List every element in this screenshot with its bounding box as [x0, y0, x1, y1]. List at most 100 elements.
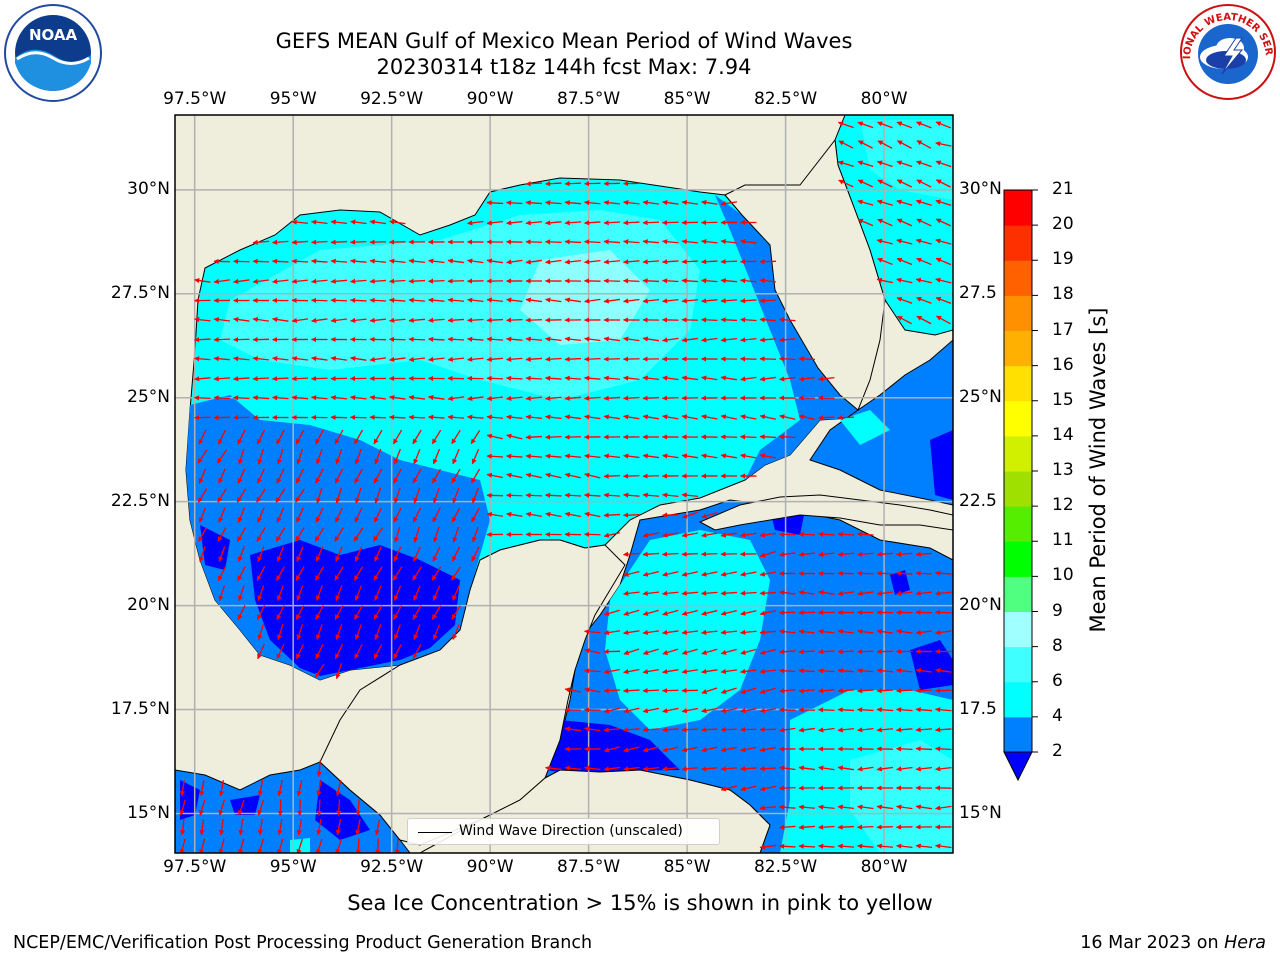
wind-wave-arrow-281	[428, 356, 445, 362]
wind-wave-arrow-779	[603, 688, 621, 694]
wind-wave-arrow-774	[896, 668, 913, 674]
colorbar-tick-label-4: 9	[1052, 600, 1063, 621]
wind-wave-arrow-450	[545, 453, 562, 459]
wind-wave-arrow-71	[896, 218, 913, 227]
wind-wave-arrow-684	[681, 609, 698, 616]
wind-wave-arrow-616	[373, 566, 383, 581]
wind-wave-arrow-785	[720, 687, 737, 694]
wind-wave-arrow-88	[525, 239, 543, 245]
wind-wave-arrow-274	[291, 356, 309, 362]
wind-wave-arrow-698	[257, 624, 264, 641]
wind-wave-arrow-667	[935, 590, 952, 596]
wind-wave-arrow-614	[334, 566, 344, 581]
wind-wave-arrow-37	[623, 200, 640, 206]
wind-wave-arrow-145	[350, 278, 367, 284]
wind-wave-arrow-248	[388, 336, 406, 342]
wind-wave-arrow-106	[252, 258, 270, 264]
wind-wave-arrow-597	[720, 551, 738, 557]
wind-wave-arrow-336	[232, 395, 250, 401]
wind-wave-arrow-831	[837, 727, 855, 733]
wind-wave-arrow-465	[257, 468, 265, 484]
wind-wave-arrow-803	[681, 707, 698, 714]
wind-wave-arrow-451	[564, 453, 582, 459]
wind-wave-arrow-135	[916, 257, 932, 266]
colorbar-segment-14	[1004, 225, 1032, 261]
wind-wave-arrow-608	[217, 566, 227, 582]
colorbar-segment-13	[1004, 260, 1032, 296]
wind-wave-arrow-496	[295, 488, 305, 503]
wind-wave-arrow-704	[374, 624, 382, 641]
wind-wave-arrow-270	[213, 356, 231, 362]
wind-wave-arrow-887	[720, 785, 737, 792]
wind-wave-arrow-583	[315, 546, 324, 562]
wind-wave-arrow-733	[354, 644, 363, 660]
wind-wave-arrow-542	[701, 511, 718, 519]
wind-wave-arrow-277	[350, 355, 367, 362]
wind-wave-arrow-689	[778, 610, 796, 616]
wind-wave-arrow-890	[778, 785, 796, 791]
wind-wave-arrow-315	[466, 375, 484, 381]
wind-wave-arrow-234	[779, 317, 796, 323]
wind-wave-arrow-55	[486, 220, 504, 226]
wind-wave-arrow-481	[564, 472, 581, 479]
wind-wave-arrow-436	[277, 448, 284, 465]
wind-wave-arrow-302	[213, 376, 231, 382]
wind-wave-arrow-650	[452, 585, 460, 601]
wind-wave-arrow-434	[238, 448, 245, 465]
wind-wave-arrow-777	[564, 687, 581, 693]
wind-wave-arrow-385	[545, 414, 562, 420]
wind-wave-arrow-905	[297, 799, 303, 817]
wind-wave-arrow-453	[603, 453, 621, 459]
wind-wave-arrow-469	[334, 468, 344, 484]
wind-wave-arrow-256	[545, 336, 562, 342]
lat-label-left-1: 27.5°N	[110, 282, 170, 303]
wind-wave-arrow-633	[856, 570, 874, 576]
colorbar-segment-7	[1004, 471, 1032, 507]
wind-wave-arrow-146	[369, 278, 387, 284]
wind-wave-arrow-788	[779, 688, 796, 694]
wind-wave-arrow-271	[233, 356, 250, 362]
wind-wave-arrow-265	[720, 337, 738, 343]
wind-wave-arrow-671	[295, 605, 305, 621]
date-label: 16 Mar 2023 on	[1080, 933, 1225, 953]
wind-wave-arrow-912	[818, 804, 835, 810]
wind-wave-arrow-723	[857, 628, 874, 635]
wind-wave-arrow-205	[213, 317, 231, 323]
wind-wave-arrow-570	[740, 532, 757, 538]
wind-wave-arrow-841	[642, 746, 659, 753]
wind-wave-arrow-509	[544, 492, 562, 498]
wind-wave-arrow-714	[681, 629, 699, 635]
wind-wave-arrow-351	[525, 395, 543, 401]
wind-wave-arrow-591	[471, 546, 480, 562]
wind-wave-arrow-679	[451, 605, 461, 620]
wind-wave-arrow-526	[373, 507, 383, 523]
wind-wave-arrow-620	[451, 566, 461, 581]
colorbar-tick-label-13: 18	[1052, 284, 1074, 305]
wind-wave-arrow-611	[276, 566, 285, 581]
wind-wave-arrow-89	[544, 239, 562, 245]
wind-wave-arrow-467	[295, 468, 305, 484]
wind-wave-arrow-672	[315, 605, 324, 621]
wind-wave-arrow-11	[935, 141, 952, 147]
wind-wave-arrow-211	[330, 317, 348, 323]
wind-wave-arrow-375	[349, 414, 367, 420]
wind-wave-arrow-702	[335, 624, 343, 641]
colorbar-segment-2	[1004, 646, 1032, 683]
colorbar-segment-4	[1004, 576, 1032, 612]
wind-wave-arrow-699	[277, 624, 284, 641]
wind-wave-arrow-658	[759, 590, 777, 596]
wind-wave-arrow-651	[623, 590, 640, 596]
wind-wave-arrow-618	[412, 566, 422, 581]
wind-wave-arrow-757	[335, 663, 342, 680]
wind-wave-arrow-139	[233, 278, 250, 285]
wind-wave-arrow-737	[584, 648, 601, 654]
wind-wave-arrow-826	[739, 727, 757, 733]
wind-wave-arrow-640	[257, 585, 265, 602]
wind-wave-arrow-417	[506, 433, 523, 440]
wind-wave-arrow-122	[564, 259, 582, 265]
wind-wave-arrow-77	[310, 239, 328, 245]
wind-wave-arrow-724	[876, 628, 894, 635]
wind-wave-arrow-941	[218, 838, 225, 853]
wind-wave-arrow-795	[915, 688, 933, 694]
wind-wave-arrow-179	[349, 297, 367, 303]
